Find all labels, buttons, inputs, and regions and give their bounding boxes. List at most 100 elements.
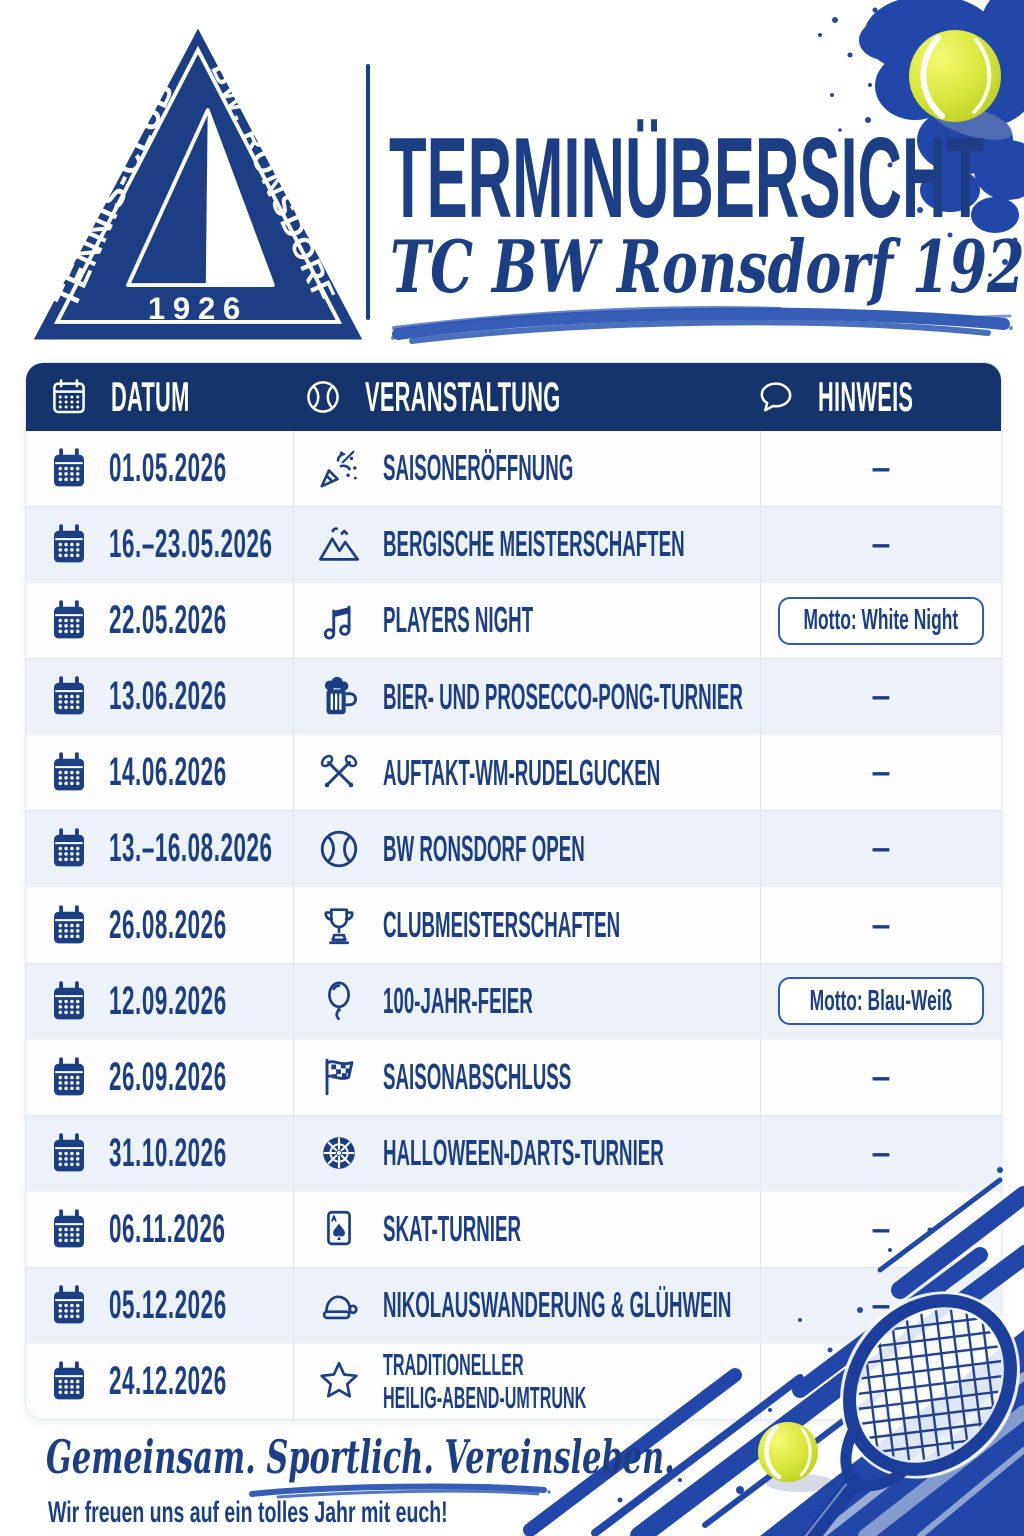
hint-text: Motto: Blau-Weiß bbox=[809, 984, 953, 1017]
hint-cell: – bbox=[761, 1040, 1001, 1115]
hint-cell bbox=[761, 1344, 1001, 1419]
table-row: 06.11.2026 SKAT-TURNIER – bbox=[26, 1190, 1001, 1267]
logo-year: 1926 bbox=[148, 291, 248, 326]
table-row: 12.09.2026 100-JAHR-FEIER Motto: Blau-Weiß bbox=[26, 962, 1001, 1039]
event-cell: NIKOLAUSWANDERUNG & GLÜHWEIN bbox=[294, 1267, 761, 1343]
hint-dash: – bbox=[871, 677, 891, 716]
calendar-icon bbox=[49, 1360, 89, 1403]
event-cell: BW RONSDORF OPEN bbox=[294, 811, 761, 887]
page-subtitle: TC BW Ronsdorf 1926 e.V. bbox=[390, 224, 1024, 309]
santa-hat-icon bbox=[316, 1282, 362, 1328]
table-row: 13.06.2026 BIER- UND PROSECCO-PONG-TURNIE… bbox=[26, 658, 1001, 735]
hint-dash: – bbox=[871, 1057, 891, 1096]
event-name: HALLOWEEN-DARTS-TURNIER bbox=[383, 1131, 664, 1173]
event-name: SAISONABSCHLUSS bbox=[383, 1055, 572, 1097]
hint-badge: Motto: White Night bbox=[778, 596, 984, 645]
table-row: 16.–23.05.2026 BERGISCHE MEISTERSCHAFTEN – bbox=[26, 506, 1001, 583]
calendar-icon bbox=[49, 1208, 89, 1251]
event-name: NIKOLAUSWANDERUNG & GLÜHWEIN bbox=[383, 1284, 732, 1326]
date-cell: 06.11.2026 bbox=[26, 1191, 294, 1267]
crossed-paddles-icon bbox=[316, 750, 362, 796]
hint-cell: – bbox=[761, 887, 1001, 962]
checkered-flag-icon bbox=[316, 1054, 362, 1100]
event-date: 22.05.2026 bbox=[109, 598, 227, 643]
table-row: 24.12.2026 TRADITIONELLER HEILIG-ABEND-UM… bbox=[26, 1342, 1001, 1419]
event-cell: BERGISCHE MEISTERSCHAFTEN bbox=[294, 507, 761, 583]
column-header-hinweis: HINWEIS bbox=[741, 363, 1001, 431]
speech-bubble-icon bbox=[756, 377, 796, 417]
hint-cell: – bbox=[761, 431, 1001, 506]
date-cell: 24.12.2026 bbox=[26, 1343, 294, 1419]
footer-slogan: Gemeinsam. Sportlich. Vereinsleben. bbox=[46, 1430, 675, 1484]
event-date: 31.10.2026 bbox=[109, 1130, 227, 1175]
hint-cell: – bbox=[761, 735, 1001, 810]
event-name: SKAT-TURNIER bbox=[383, 1208, 521, 1250]
hint-dash: – bbox=[871, 753, 891, 792]
date-cell: 01.05.2026 bbox=[26, 431, 294, 507]
column-header-datum: DATUM bbox=[26, 363, 281, 431]
mountains-icon bbox=[316, 522, 362, 568]
event-cell: PLAYERS NIGHT bbox=[294, 583, 761, 659]
vertical-divider bbox=[366, 64, 370, 320]
tennis-ball-icon bbox=[316, 826, 362, 872]
playing-card-icon bbox=[316, 1206, 362, 1252]
event-date: 24.12.2026 bbox=[109, 1358, 227, 1403]
date-cell: 12.09.2026 bbox=[26, 963, 294, 1039]
hint-cell: – bbox=[761, 1192, 1001, 1267]
table-row: 26.09.2026 SAISONABSCHLUSS – bbox=[26, 1038, 1001, 1115]
hint-badge: Motto: Blau-Weiß bbox=[778, 977, 984, 1026]
page-title: TERMINÜBERSICHT bbox=[389, 115, 985, 242]
event-date: 13.06.2026 bbox=[109, 674, 227, 719]
event-name: AUFTAKT-WM-RUDELGUCKEN bbox=[383, 751, 661, 793]
table-header: DATUM VERANSTALTUNG HINWEIS bbox=[26, 363, 1001, 431]
event-date: 26.09.2026 bbox=[109, 1054, 227, 1099]
event-date: 01.05.2026 bbox=[109, 446, 227, 491]
calendar-icon bbox=[49, 447, 89, 490]
trophy-icon bbox=[316, 902, 362, 948]
event-cell: SKAT-TURNIER bbox=[294, 1191, 761, 1267]
calendar-icon bbox=[49, 980, 89, 1023]
dartboard-icon bbox=[316, 1130, 362, 1176]
hint-dash: – bbox=[871, 1133, 891, 1172]
column-label: VERANSTALTUNG bbox=[364, 373, 561, 420]
date-cell: 05.12.2026 bbox=[26, 1267, 294, 1343]
hint-cell: – bbox=[761, 659, 1001, 734]
calendar-icon bbox=[49, 523, 89, 566]
date-cell: 16.–23.05.2026 bbox=[26, 507, 294, 583]
column-label: HINWEIS bbox=[817, 373, 914, 420]
hint-dash: – bbox=[871, 1209, 891, 1248]
date-cell: 26.08.2026 bbox=[26, 887, 294, 963]
event-date: 13.–16.08.2026 bbox=[109, 826, 273, 871]
hint-text: Motto: White Night bbox=[803, 604, 959, 637]
event-name: BW RONSDORF OPEN bbox=[383, 827, 585, 869]
event-date: 14.06.2026 bbox=[109, 750, 227, 795]
hint-cell: – bbox=[761, 1116, 1001, 1191]
event-cell: AUFTAKT-WM-RUDELGUCKEN bbox=[294, 735, 761, 811]
event-cell: SAISONABSCHLUSS bbox=[294, 1039, 761, 1115]
calendar-icon bbox=[49, 1056, 89, 1099]
event-date: 12.09.2026 bbox=[109, 978, 227, 1023]
event-date: 26.08.2026 bbox=[109, 902, 227, 947]
table-row: 01.05.2026 SAISONERÖFFNUNG – bbox=[26, 431, 1001, 507]
column-label: DATUM bbox=[111, 373, 190, 420]
tennis-ball-icon bbox=[303, 377, 343, 417]
hint-dash: – bbox=[871, 1285, 891, 1324]
event-cell: 100-JAHR-FEIER bbox=[294, 963, 761, 1039]
event-cell: SAISONERÖFFNUNG bbox=[294, 431, 761, 507]
hint-dash: – bbox=[871, 525, 891, 564]
footer-message: Wir freuen uns auf ein tolles Jahr mit e… bbox=[48, 1496, 448, 1529]
party-popper-icon bbox=[316, 446, 362, 492]
event-cell: CLUBMEISTERSCHAFTEN bbox=[294, 887, 761, 963]
event-name: BIER- UND PROSECCO-PONG-TURNIER bbox=[383, 675, 743, 717]
star-icon bbox=[316, 1358, 362, 1404]
beer-mug-icon bbox=[316, 674, 362, 720]
event-cell: TRADITIONELLER HEILIG-ABEND-UMTRUNK bbox=[294, 1343, 761, 1419]
calendar-icon bbox=[49, 904, 89, 947]
event-name: TRADITIONELLER HEILIG-ABEND-UMTRUNK bbox=[383, 1347, 587, 1416]
calendar-icon bbox=[49, 1132, 89, 1175]
calendar-icon bbox=[49, 675, 89, 718]
calendar-icon bbox=[49, 377, 89, 417]
event-date: 05.12.2026 bbox=[109, 1282, 227, 1327]
hint-cell: Motto: White Night bbox=[761, 583, 1001, 658]
hint-dash: – bbox=[871, 449, 891, 488]
